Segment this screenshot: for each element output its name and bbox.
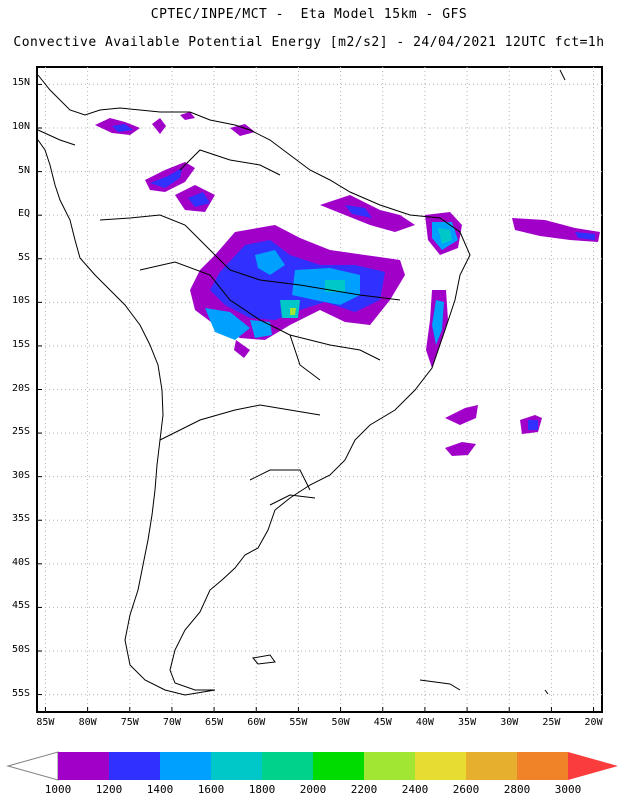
colorbar-label: 2000	[299, 783, 327, 796]
lon-tick-label: 40W	[415, 717, 434, 728]
lat-tick-label: 15N	[11, 77, 30, 89]
axis-ticks	[37, 83, 595, 712]
colorbar-swatch	[313, 752, 364, 780]
lat-tick-label: 50S	[11, 643, 30, 655]
lon-tick-label: 65W	[205, 717, 224, 728]
lat-tick-label: EQ	[17, 208, 30, 220]
lat-tick-label: 10S	[11, 295, 30, 307]
colorbar-low-arrow	[6, 751, 59, 781]
colorbar-label: 3000	[554, 783, 582, 796]
lon-tick-label: 60W	[247, 717, 266, 728]
colorbar-label: 2600	[452, 783, 480, 796]
lon-tick-label: 55W	[289, 717, 308, 728]
colorbar-swatch	[466, 752, 517, 780]
map-subtitle: Convective Available Potential Energy [m…	[13, 35, 605, 50]
colorbar-swatch	[109, 752, 160, 780]
colorbar-label: 1600	[197, 783, 225, 796]
lon-tick-label: 20W	[584, 717, 603, 728]
coastline	[37, 74, 471, 696]
colorbar-label: 2400	[401, 783, 429, 796]
colorbar-swatch	[262, 752, 313, 780]
lat-tick-label: 10N	[11, 121, 30, 132]
lat-tick-label: 40S	[11, 556, 30, 568]
colorbar-swatch	[364, 752, 415, 780]
cape-field	[95, 112, 600, 456]
colorbar-label: 1800	[248, 783, 276, 796]
colorbar-label: 2200	[350, 783, 378, 796]
colorbar-label: 1000	[44, 783, 72, 796]
lat-tick-label: 5N	[17, 164, 30, 176]
lat-tick-label: 5S	[17, 251, 30, 263]
colorbar-label: 1200	[95, 783, 123, 796]
lat-tick-label: 45S	[11, 600, 30, 612]
lon-tick-label: 30W	[500, 717, 519, 728]
lat-tick-label: 55S	[11, 687, 30, 699]
colorbar-swatch	[211, 752, 262, 780]
lat-tick-label: 25S	[11, 426, 30, 438]
colorbar-swatch	[415, 752, 466, 780]
map-title: CPTEC/INPE/MCT - Eta Model 15km - GFS	[150, 7, 468, 22]
colorbar	[6, 751, 618, 781]
colorbar-label: 1400	[146, 783, 174, 796]
lat-tick-label: 30S	[11, 469, 30, 481]
colorbar-label: 2800	[503, 783, 531, 796]
colorbar-swatch	[58, 752, 109, 780]
colorbar-high-arrow	[568, 752, 618, 780]
lon-tick-label: 45W	[373, 717, 392, 728]
lake-and-island-outlines	[252, 69, 566, 695]
lat-tick-label: 15S	[11, 338, 30, 350]
lat-tick-label: 20S	[11, 382, 30, 394]
lon-tick-label: 85W	[36, 717, 55, 728]
lon-tick-label: 35W	[458, 717, 477, 728]
lon-tick-label: 80W	[78, 717, 97, 728]
colorbar-swatch	[517, 752, 568, 780]
colorbar-swatch	[160, 752, 211, 780]
lon-tick-label: 25W	[542, 717, 561, 728]
lon-tick-label: 70W	[162, 717, 181, 728]
lon-tick-label: 75W	[120, 717, 139, 728]
lat-tick-label: 35S	[11, 513, 30, 525]
lon-tick-label: 50W	[331, 717, 350, 728]
